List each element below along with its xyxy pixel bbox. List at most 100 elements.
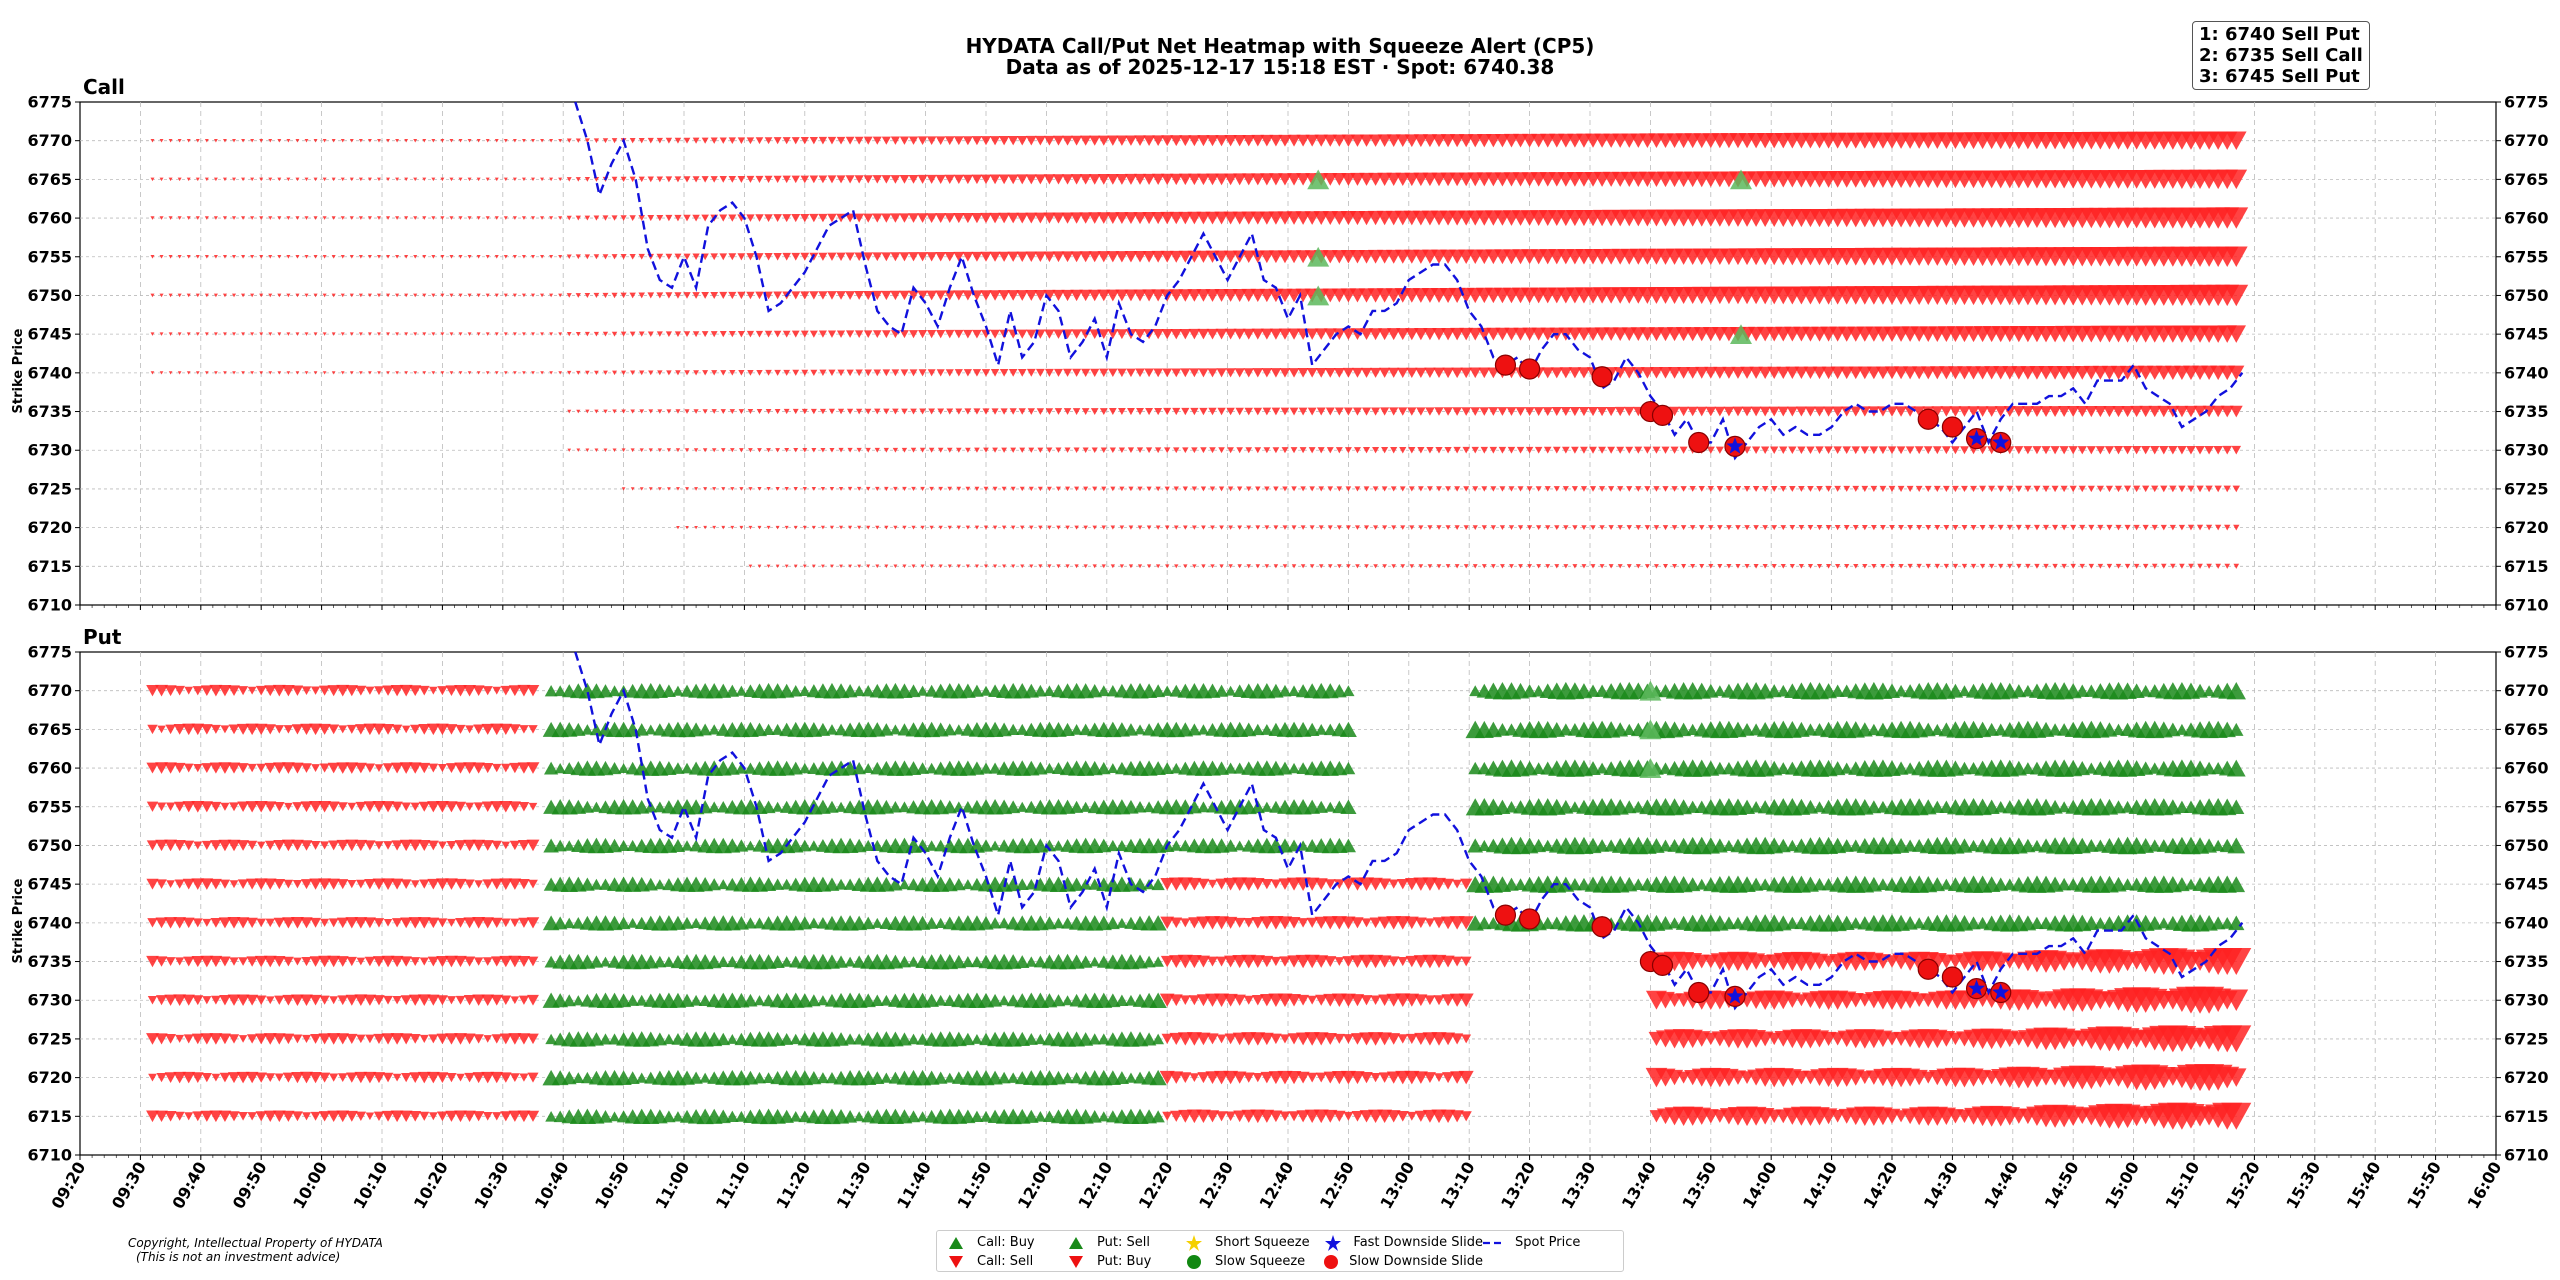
y-tick-label-left: 6710 (27, 596, 72, 615)
sell-triangle (1119, 525, 1125, 530)
buy-triangle (608, 1033, 621, 1045)
sell-triangle (223, 371, 227, 375)
sell-triangle (1019, 486, 1025, 492)
sell-triangle (865, 447, 871, 453)
sell-triangle (764, 137, 773, 145)
sell-triangle (467, 177, 472, 182)
sell-triangle (491, 917, 503, 928)
sell-triangle (576, 409, 581, 414)
sell-triangle (1988, 563, 1995, 569)
sell-triangle (1360, 1071, 1373, 1084)
sell-triangle (1427, 486, 1433, 492)
sell-triangle (1227, 447, 1234, 454)
buy-triangle (635, 994, 648, 1006)
buy-triangle (1052, 840, 1065, 851)
sell-triangle (213, 177, 218, 182)
sell-triangle (1454, 486, 1461, 492)
sell-triangle (665, 253, 673, 260)
sell-triangle (1054, 368, 1063, 377)
sell-triangle (854, 213, 865, 223)
sell-triangle (1370, 1073, 1381, 1083)
sell-triangle (417, 1071, 431, 1084)
sell-triangle (300, 917, 313, 929)
sell-triangle (458, 293, 463, 298)
sell-triangle (322, 216, 327, 220)
sell-triangle (310, 1111, 321, 1121)
sell-triangle (531, 332, 535, 336)
sell-triangle (427, 956, 439, 967)
sell-triangle (250, 371, 254, 375)
sell-triangle (395, 216, 400, 220)
sell-triangle (476, 177, 481, 182)
sell-triangle (612, 409, 617, 414)
sell-triangle (1451, 367, 1463, 379)
sell-triangle (1109, 447, 1116, 454)
sell-triangle (1789, 485, 1796, 492)
sell-triangle (656, 331, 663, 337)
sell-triangle (935, 213, 947, 224)
sell-triangle (449, 293, 454, 298)
sell-triangle (277, 138, 282, 143)
buy-triangle (935, 917, 947, 928)
sell-triangle (1943, 563, 1950, 569)
sell-triangle (2052, 524, 2059, 531)
sell-triangle (1287, 955, 1301, 968)
sell-triangle (1287, 173, 1301, 186)
sell-triangle (1083, 486, 1089, 492)
y-tick-label-left: 6755 (27, 797, 72, 816)
sell-triangle (2231, 445, 2242, 455)
sell-triangle (1563, 525, 1569, 531)
sell-triangle (1171, 368, 1182, 378)
sell-triangle (983, 447, 989, 453)
sell-triangle (1226, 407, 1235, 416)
sell-triangle (1282, 486, 1288, 492)
buy-triangle (1866, 800, 1882, 814)
sell-triangle (364, 956, 376, 967)
sell-triangle (310, 841, 321, 850)
sell-triangle (1509, 564, 1514, 569)
sell-triangle (1207, 879, 1218, 889)
sell-triangle (1472, 564, 1478, 569)
sell-triangle (358, 293, 363, 298)
sell-triangle (274, 1073, 284, 1082)
buy-triangle (644, 801, 658, 813)
sell-triangle (992, 525, 998, 530)
buy-triangle (861, 916, 876, 930)
sell-triangle (1390, 447, 1398, 454)
sell-triangle (391, 878, 404, 890)
buy-triangle (1813, 801, 1826, 813)
sell-triangle (938, 486, 944, 492)
buy-triangle (779, 800, 794, 813)
sell-triangle (392, 1073, 402, 1082)
sell-triangle (1044, 329, 1055, 339)
sell-triangle (485, 216, 490, 220)
sell-triangle (1164, 486, 1170, 492)
sell-triangle (657, 370, 663, 376)
buy-triangle (562, 762, 576, 775)
buy-triangle (1558, 799, 1574, 814)
sell-triangle (683, 253, 691, 260)
sell-triangle (1951, 485, 1959, 493)
sell-triangle (245, 801, 259, 813)
buy-triangle (663, 956, 675, 967)
buy-triangle (2121, 800, 2135, 813)
sell-triangle (1047, 525, 1052, 530)
sell-triangle (247, 1112, 257, 1121)
sell-triangle (1036, 408, 1045, 415)
sell-triangle (363, 994, 377, 1006)
sell-triangle (413, 254, 418, 259)
sell-triangle (1843, 485, 1851, 492)
sell-triangle (1128, 525, 1134, 530)
sell-triangle (1440, 1109, 1456, 1123)
sell-triangle (1142, 289, 1156, 302)
sell-triangle (902, 525, 907, 530)
sell-triangle (721, 487, 726, 491)
buy-triangle (734, 839, 749, 852)
sell-triangle (854, 252, 864, 262)
sell-triangle (881, 330, 891, 339)
sell-triangle (965, 564, 970, 569)
buy-triangle (553, 1110, 567, 1123)
buy-triangle (1132, 877, 1148, 891)
sell-triangle (364, 878, 376, 890)
sell-triangle (363, 1071, 377, 1084)
